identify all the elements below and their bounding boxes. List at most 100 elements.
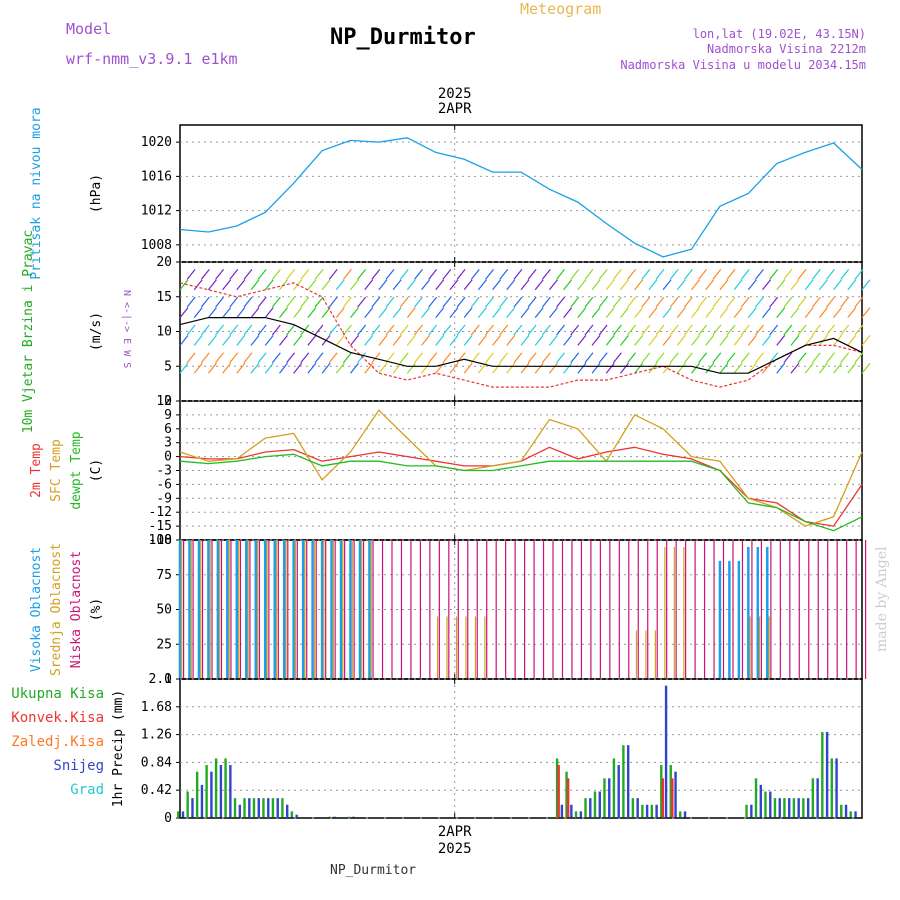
precip-bar xyxy=(177,811,180,818)
precip-bar xyxy=(788,798,791,818)
precip-bar xyxy=(210,771,213,818)
x-top-date-label: 2APR xyxy=(438,101,472,117)
wind-barb xyxy=(591,279,601,291)
wind-barb xyxy=(499,324,509,336)
precip-bar xyxy=(650,804,654,818)
wind-barb xyxy=(456,324,466,336)
wind-barb xyxy=(854,296,864,308)
wind-barb xyxy=(215,352,224,364)
wind-barb xyxy=(769,269,779,280)
wind-barb xyxy=(257,296,267,308)
wind-barb xyxy=(669,269,679,280)
wind-barb xyxy=(783,269,793,280)
wind-barb xyxy=(826,352,835,364)
wind-barb xyxy=(548,362,558,374)
panel-frame-precip xyxy=(179,678,863,819)
wind-barb xyxy=(371,296,381,308)
wind-barb xyxy=(421,335,431,346)
wind-barb xyxy=(499,352,509,364)
y-unit-label: (hPa) xyxy=(89,174,104,213)
wind-barb xyxy=(691,307,700,318)
wind-barb xyxy=(804,335,814,346)
wind-barb xyxy=(335,362,345,374)
wind-barb xyxy=(314,352,324,364)
series-line-temperature xyxy=(179,453,863,532)
precip-bar xyxy=(608,778,611,818)
wind-barb xyxy=(492,307,502,318)
wind-barb xyxy=(350,362,359,374)
y-tick-label: 50 xyxy=(156,603,172,618)
wind-barb xyxy=(847,335,857,346)
wind-barb xyxy=(243,352,253,364)
y-axis-label: SFC Temp xyxy=(49,439,64,502)
wind-barb xyxy=(556,269,565,280)
wind-barb xyxy=(619,279,629,291)
precip-bar xyxy=(333,816,336,818)
wind-barb xyxy=(790,279,800,291)
x-bottom-date-label: 2APR xyxy=(438,824,472,840)
wind-barb xyxy=(733,307,743,318)
precip-bar xyxy=(811,778,815,818)
wind-barb xyxy=(513,324,523,336)
wind-barb xyxy=(200,269,210,280)
wind-barb xyxy=(804,279,814,291)
y-tick-label: 0.42 xyxy=(141,783,172,798)
wind-barb xyxy=(449,335,459,346)
wind-barb xyxy=(428,269,438,280)
precip-bar xyxy=(655,804,658,818)
wind-barb xyxy=(563,335,573,346)
wind-barb xyxy=(364,307,374,318)
wind-barb xyxy=(705,335,715,346)
wind-barb xyxy=(243,324,253,336)
precip-bar xyxy=(589,798,592,818)
wind-barb xyxy=(371,352,381,364)
precip-bar xyxy=(584,798,587,818)
precip-bar xyxy=(603,778,606,818)
precip-bar xyxy=(224,758,227,818)
wind-barb xyxy=(321,362,331,374)
y-tick-label: 3 xyxy=(164,436,172,451)
wind-barb xyxy=(683,269,693,280)
wind-barb xyxy=(662,335,672,346)
wind-barb xyxy=(179,335,189,346)
wind-barb xyxy=(463,362,473,374)
wind-barb xyxy=(278,335,288,346)
precip-bar xyxy=(229,765,232,818)
wind-barb xyxy=(328,324,338,336)
wind-barb xyxy=(655,296,665,308)
wind-barb xyxy=(612,324,622,336)
wind-barb xyxy=(193,362,203,374)
wind-barb xyxy=(840,352,850,364)
precip-bar xyxy=(352,816,355,818)
wind-barb xyxy=(335,335,345,346)
wind-barb xyxy=(747,335,757,346)
wind-barb xyxy=(435,307,445,318)
wind-barb xyxy=(470,269,480,280)
wind-barb xyxy=(726,324,736,336)
y-unit-label: (C) xyxy=(89,459,104,482)
precip-bar xyxy=(295,814,298,818)
wind-barb xyxy=(406,307,416,318)
wind-barb xyxy=(776,307,786,318)
wind-barb xyxy=(492,335,502,346)
wind-barb xyxy=(541,269,551,280)
model-altitude-text: Nadmorska Visina u modelu 2034.15m xyxy=(620,58,866,72)
precip-bar xyxy=(579,811,583,818)
wind-barb xyxy=(698,269,708,280)
y-unit-label: (%) xyxy=(89,598,104,621)
panel-frame-pressure xyxy=(179,124,863,263)
wind-barb xyxy=(740,352,750,364)
wind-barb xyxy=(712,352,722,364)
wind-barb xyxy=(485,296,494,308)
wind-barb xyxy=(421,279,431,291)
wind-barb xyxy=(257,269,267,280)
wind-barb xyxy=(236,362,246,374)
wind-barb xyxy=(413,296,423,308)
precip-bar xyxy=(844,804,848,818)
wind-barb xyxy=(286,269,296,280)
wind-barb xyxy=(570,324,580,336)
wind-barb xyxy=(833,279,843,291)
wind-barb xyxy=(307,307,317,318)
wind-barb xyxy=(634,307,644,318)
y-tick-label: 1012 xyxy=(141,204,172,219)
